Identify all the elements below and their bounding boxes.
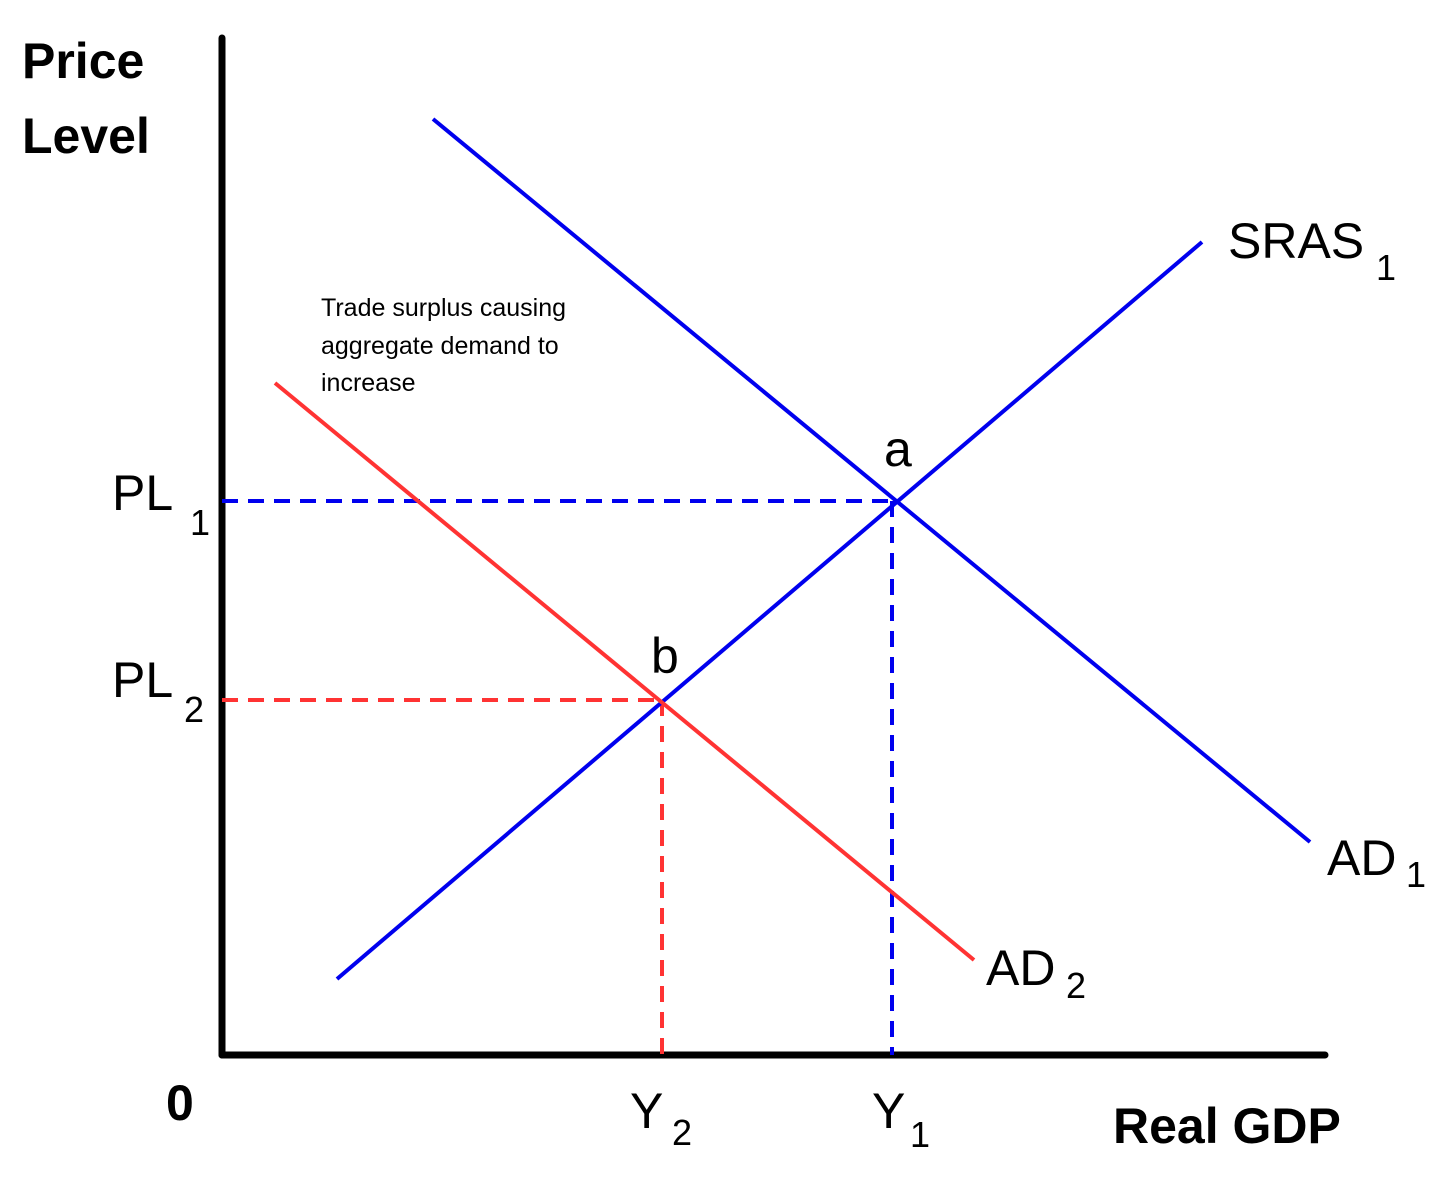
curve-label: AD: [1327, 830, 1396, 886]
curve-sub: 1: [1406, 854, 1426, 895]
ad1-curve: [431, 117, 1312, 844]
curve-label: AD: [986, 940, 1055, 996]
curve-sub: 2: [1066, 965, 1086, 1006]
y-axis-label: Level: [22, 108, 150, 164]
curve-label: SRAS: [1228, 213, 1364, 269]
price-level-label: PL: [112, 652, 173, 708]
output-sub: 1: [910, 1114, 930, 1155]
curve-sub: 1: [1376, 247, 1396, 288]
point-label: a: [884, 421, 912, 477]
origin-label: 0: [166, 1075, 194, 1131]
price-level-label: PL: [112, 465, 173, 521]
output-sub: 2: [672, 1112, 692, 1153]
output-label: Y: [872, 1083, 905, 1139]
annotation: Trade surplus causing: [321, 294, 566, 322]
price-level-sub: 2: [184, 689, 204, 730]
annotation: aggregate demand to: [321, 332, 559, 360]
annotation: increase: [321, 369, 416, 397]
x-axis-label: Real GDP: [1113, 1098, 1341, 1154]
output-label: Y: [630, 1083, 663, 1139]
y-axis-label: Price: [22, 33, 144, 89]
ad2-curve: [273, 381, 976, 962]
point-label: b: [651, 628, 679, 684]
price-level-sub: 1: [190, 502, 210, 543]
sras-curve: [335, 240, 1204, 981]
